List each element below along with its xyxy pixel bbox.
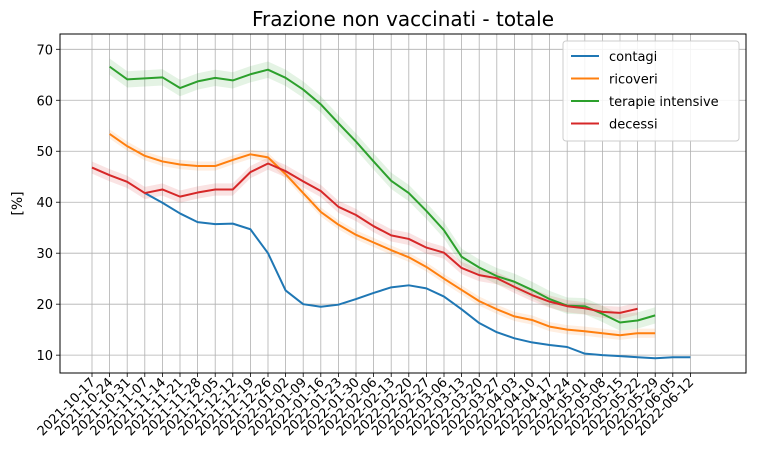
series-line-ricoveri <box>109 133 656 337</box>
y-tick-label: 40 <box>36 196 53 211</box>
y-axis-label: [%] <box>10 191 26 215</box>
series-lines <box>91 65 691 360</box>
y-tick-label: 60 <box>36 94 53 109</box>
series-line-decessi <box>91 162 638 314</box>
series-line-contagi <box>144 192 691 360</box>
y-tick-label: 70 <box>36 43 53 58</box>
y-tick-label: 10 <box>36 349 53 364</box>
y-tick-label: 50 <box>36 145 53 160</box>
legend-box <box>562 40 740 142</box>
legend-label: contagi <box>609 50 657 65</box>
chart-title: Frazione non vaccinati - totale <box>252 7 554 31</box>
x-axis: 2021-10-172021-10-242021-10-312021-11-07… <box>35 373 697 439</box>
legend-label: ricoveri <box>609 73 658 88</box>
y-axis: 10 20 30 40 50 60 70 <box>36 43 60 364</box>
plot-frame <box>59 33 747 374</box>
legend: contagi ricoveri terapie intensive decessi <box>562 40 740 142</box>
band-terapie-intensive <box>109 58 656 331</box>
y-tick-label: 30 <box>36 247 53 262</box>
legend-label: decessi <box>609 118 658 133</box>
legend-label: terapie intensive <box>609 95 719 110</box>
y-tick-label: 20 <box>36 298 53 313</box>
